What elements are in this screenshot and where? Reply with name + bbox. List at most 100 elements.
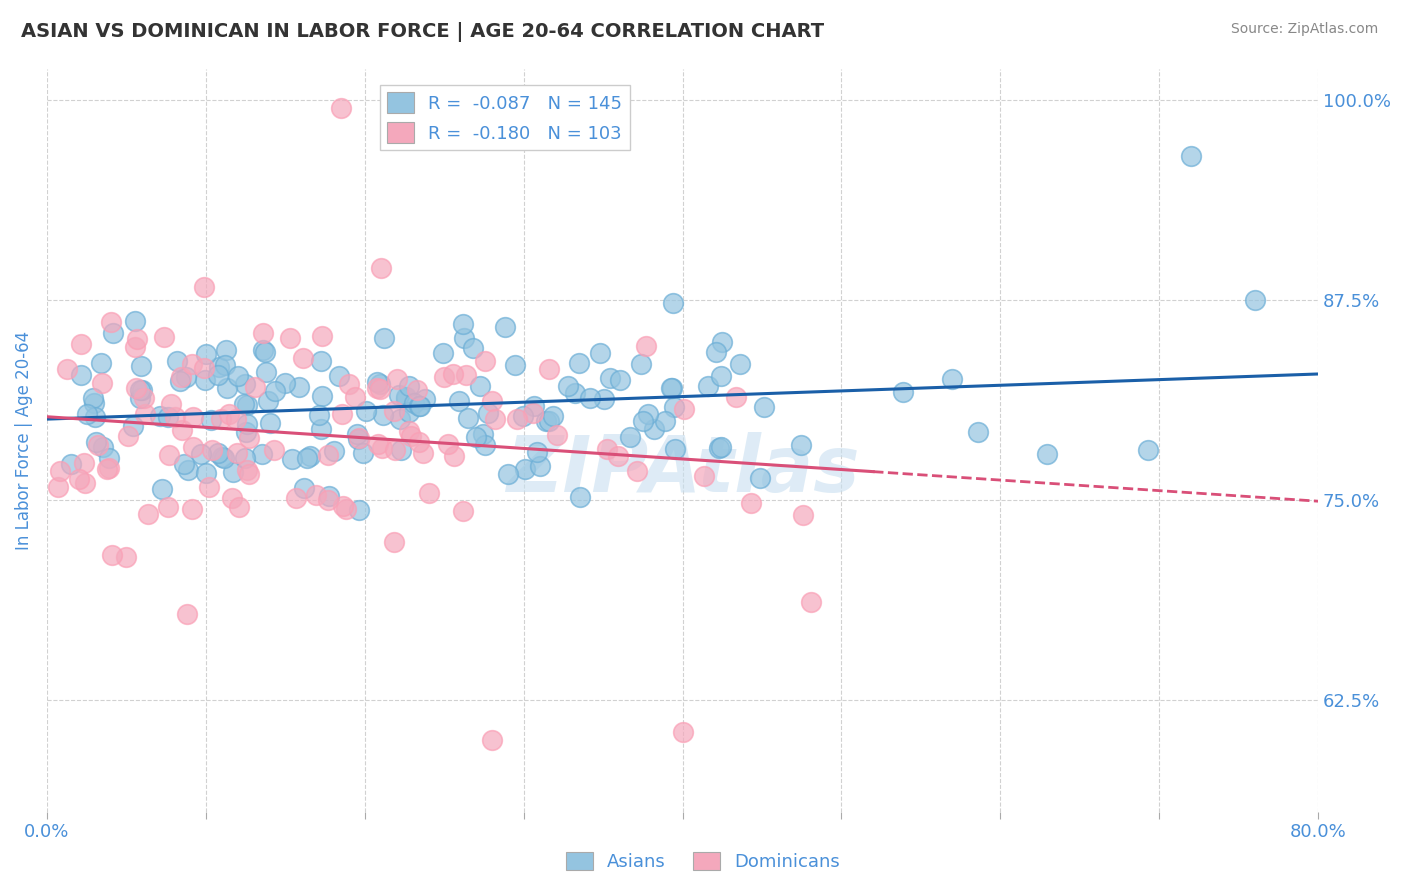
Point (366, 375, 388, 389)
Point (384, 442, 406, 457)
Point (201, 442, 224, 457)
Point (725, 390, 748, 404)
Point (569, 490, 592, 504)
Point (606, 449, 628, 463)
Point (136, 507, 159, 521)
Point (337, 376, 360, 391)
Point (96, 462, 118, 476)
Point (401, 429, 423, 443)
Point (546, 428, 568, 442)
Point (740, 496, 762, 510)
Point (329, 102, 352, 116)
Point (352, 446, 374, 460)
Point (634, 339, 657, 353)
Point (254, 365, 277, 379)
Point (513, 462, 536, 476)
Point (609, 373, 631, 387)
Point (117, 429, 139, 443)
Point (252, 326, 274, 340)
Point (1243, 293, 1265, 308)
Point (477, 406, 499, 420)
Point (214, 451, 236, 466)
Point (233, 397, 256, 411)
Point (124, 314, 146, 328)
Point (100, 315, 122, 329)
Point (328, 369, 350, 384)
Point (236, 417, 259, 432)
Point (564, 385, 586, 400)
Point (481, 732, 503, 747)
Point (70, 337, 93, 351)
Point (368, 377, 391, 392)
Point (181, 410, 204, 425)
Point (692, 469, 714, 483)
Point (73, 456, 96, 470)
Point (288, 380, 311, 394)
Point (225, 446, 247, 460)
Point (153, 330, 176, 344)
Point (264, 384, 287, 398)
Point (318, 489, 340, 503)
Point (389, 411, 412, 425)
Point (294, 481, 316, 495)
Point (451, 504, 474, 518)
Point (215, 380, 238, 394)
Point (474, 354, 496, 368)
Point (125, 381, 148, 395)
Point (967, 425, 990, 440)
Point (233, 450, 256, 465)
Point (626, 464, 648, 478)
Point (349, 431, 371, 445)
Point (172, 423, 194, 437)
Point (311, 329, 333, 343)
Point (193, 280, 215, 294)
Point (413, 392, 436, 407)
Point (494, 320, 516, 334)
Point (541, 409, 564, 424)
Point (129, 359, 152, 374)
Point (941, 371, 963, 385)
Point (408, 435, 430, 450)
Point (664, 401, 686, 415)
Point (1136, 442, 1159, 457)
Point (437, 437, 460, 451)
Point (370, 261, 392, 276)
Point (59, 457, 82, 471)
Point (589, 346, 612, 360)
Point (236, 463, 259, 477)
Point (373, 331, 395, 345)
Point (69, 368, 91, 383)
Point (405, 383, 427, 397)
Point (263, 443, 285, 458)
Point (215, 343, 238, 358)
Point (537, 414, 560, 428)
Point (1035, 446, 1057, 460)
Point (214, 358, 236, 372)
Point (233, 377, 256, 392)
Point (254, 344, 277, 359)
Point (238, 467, 260, 481)
Point (256, 394, 278, 409)
Point (408, 399, 430, 413)
Text: ASIAN VS DOMINICAN IN LABOR FORCE | AGE 20-64 CORRELATION CHART: ASIAN VS DOMINICAN IN LABOR FORCE | AGE … (21, 22, 824, 42)
Point (453, 331, 475, 345)
Point (124, 340, 146, 354)
Point (309, 354, 332, 368)
Point (671, 724, 693, 739)
Point (389, 443, 412, 458)
Point (792, 508, 814, 523)
Point (557, 378, 579, 392)
Point (631, 413, 654, 427)
Point (250, 447, 273, 461)
Point (800, 595, 823, 609)
Point (354, 403, 377, 417)
Point (456, 368, 478, 383)
Point (891, 384, 914, 399)
Point (398, 378, 420, 392)
Point (311, 388, 333, 402)
Point (537, 361, 560, 376)
Point (218, 408, 240, 422)
Point (84, 435, 107, 450)
Point (529, 458, 551, 473)
Point (299, 449, 322, 463)
